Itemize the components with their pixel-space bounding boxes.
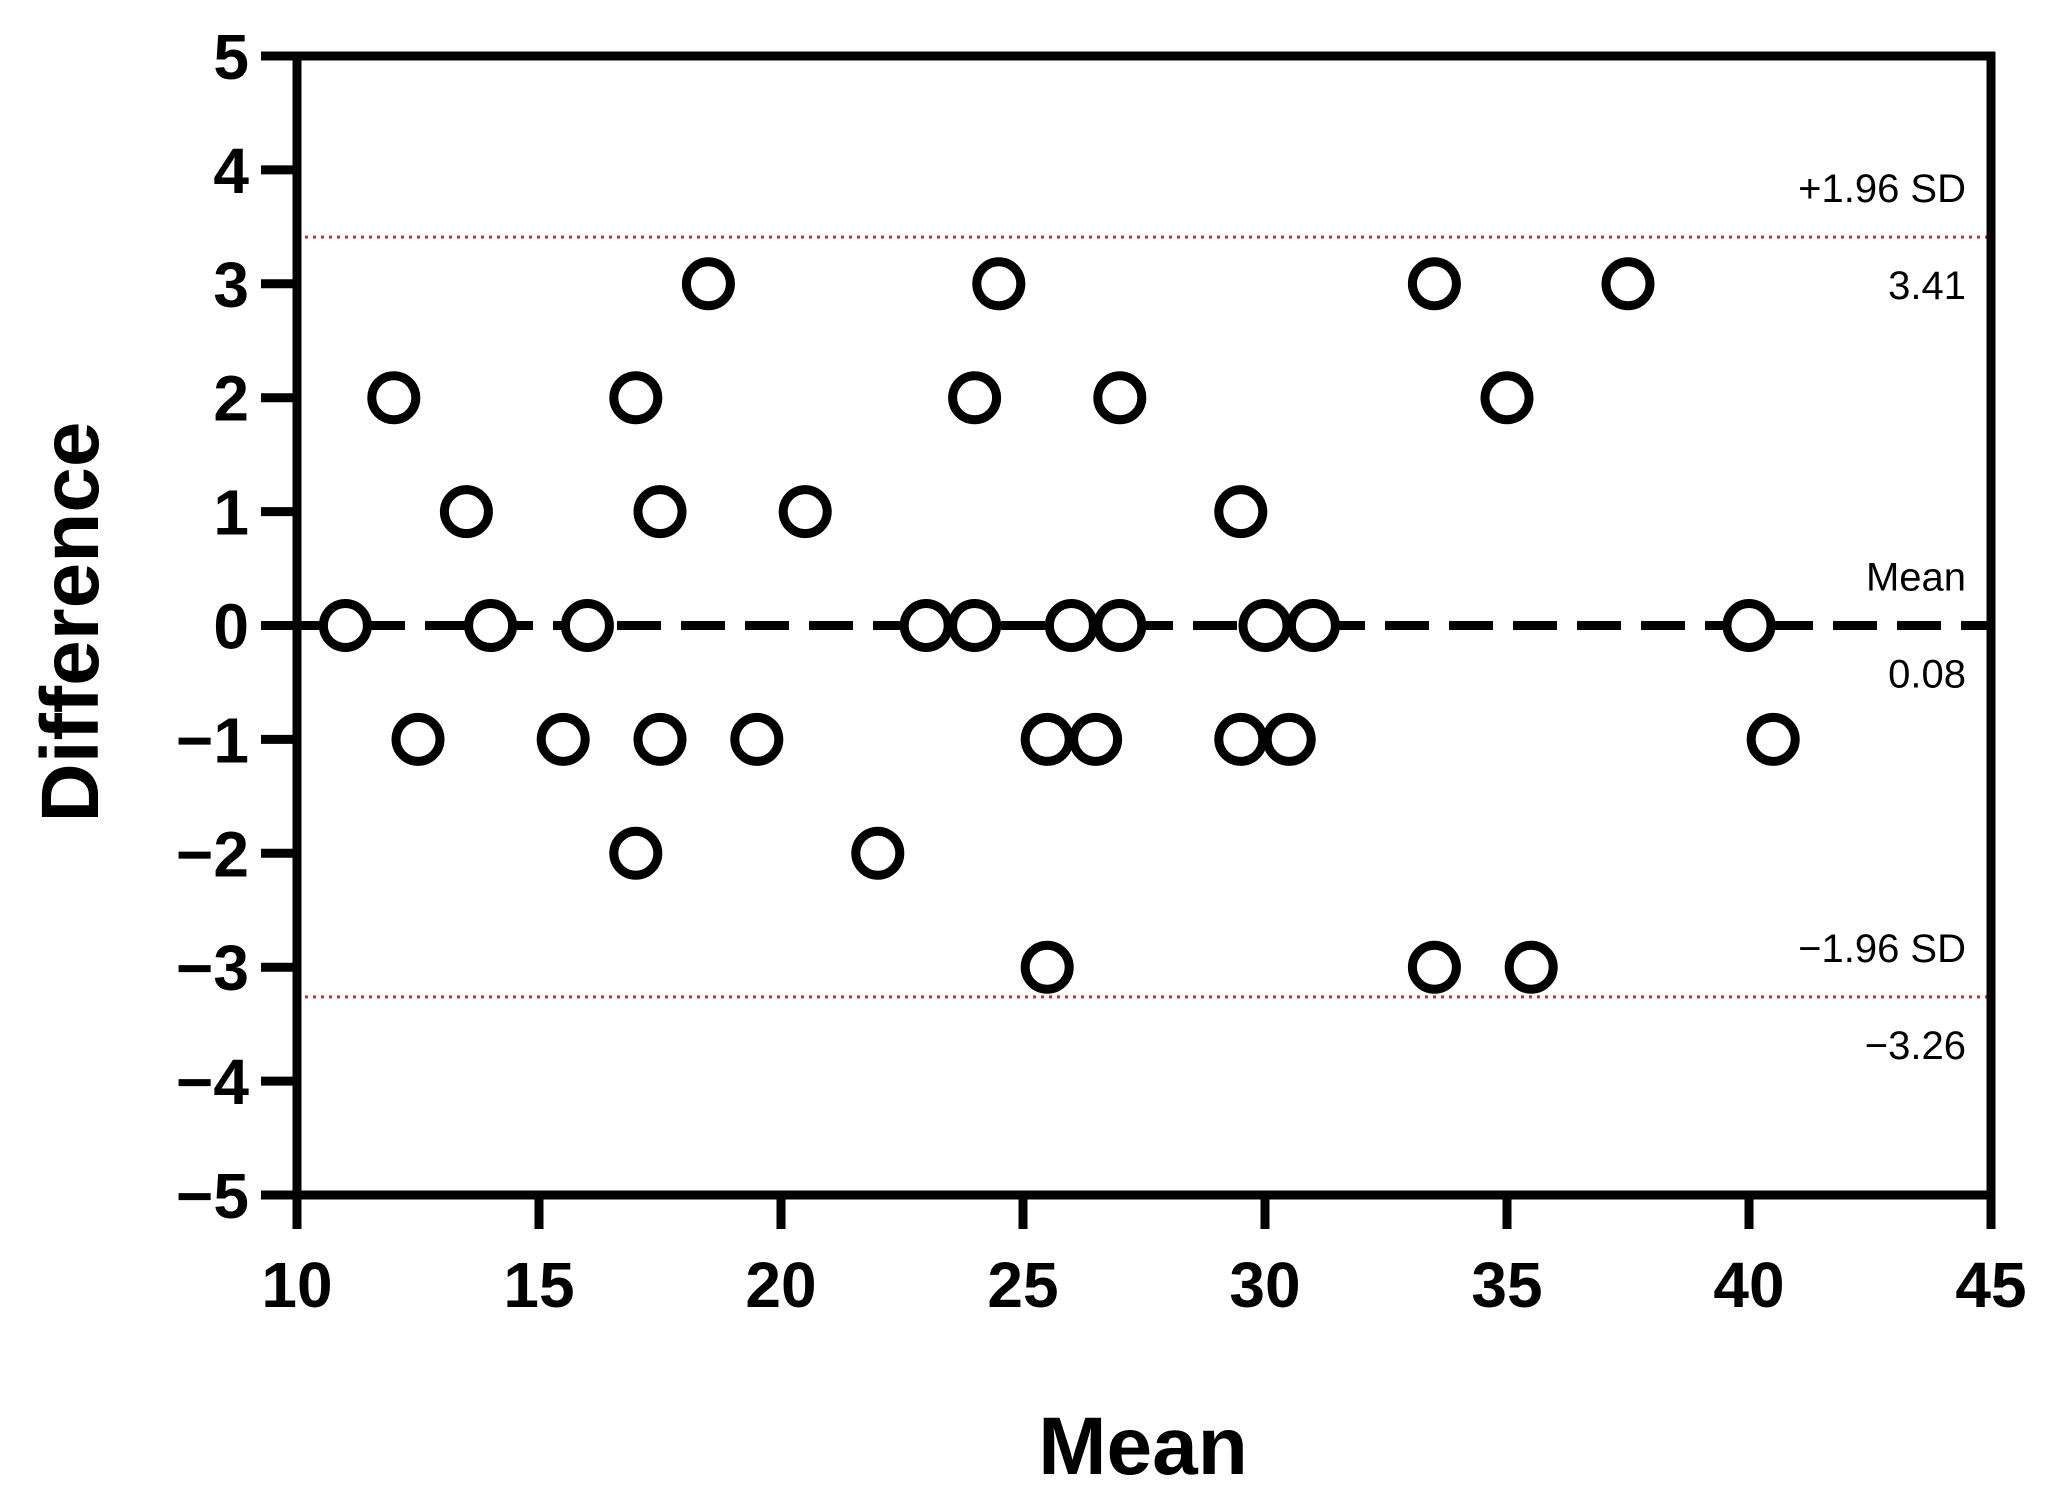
data-point <box>1407 257 1461 311</box>
y-tick-label: −4 <box>176 1046 249 1118</box>
x-tick-label: 30 <box>1229 1249 1300 1321</box>
data-point <box>948 371 1002 425</box>
data-point <box>464 599 518 652</box>
data-point <box>730 712 784 766</box>
data-point <box>1093 371 1147 425</box>
data-point <box>609 826 663 880</box>
x-tick-label: 40 <box>1713 1249 1784 1321</box>
x-tick-label: 25 <box>987 1249 1058 1321</box>
y-tick-label: 0 <box>213 591 249 663</box>
data-point <box>318 599 372 652</box>
data-point <box>1020 940 1074 994</box>
x-axis-ticks: 10 15 20 25 30 35 40 45 <box>261 1195 2027 1321</box>
data-point <box>1044 599 1098 652</box>
x-tick-label: 20 <box>745 1249 816 1321</box>
data-point <box>851 826 905 880</box>
ref-line-label: Mean <box>1866 556 1966 600</box>
data-point <box>1407 940 1461 994</box>
data-point <box>972 257 1026 311</box>
data-point <box>1722 599 1776 652</box>
data-point <box>1214 485 1268 539</box>
data-point <box>1601 257 1655 311</box>
y-tick-label: −3 <box>176 932 249 1004</box>
y-tick-label: 5 <box>213 21 249 93</box>
ref-line-label: +1.96 SD <box>1798 167 1966 211</box>
ref-line-label: −1.96 SD <box>1798 927 1966 971</box>
data-point <box>778 485 832 539</box>
data-point <box>1214 712 1268 766</box>
data-point <box>536 712 590 766</box>
x-axis-title: Mean <box>1038 1401 1248 1492</box>
data-point <box>633 485 687 539</box>
ref-line-value: −3.26 <box>1865 1024 1966 1068</box>
data-point <box>391 712 445 766</box>
x-tick-label: 45 <box>1955 1249 2026 1321</box>
data-point <box>681 257 735 311</box>
x-tick-label: 15 <box>503 1249 574 1321</box>
data-point <box>1020 712 1074 766</box>
x-tick-label: 10 <box>261 1249 332 1321</box>
y-tick-label: 3 <box>213 249 249 321</box>
data-point <box>948 599 1002 652</box>
data-point <box>609 371 663 425</box>
y-tick-label: −5 <box>176 1160 249 1232</box>
ref-line-value: 3.41 <box>1888 264 1966 308</box>
data-point <box>899 599 953 652</box>
data-point <box>1480 371 1534 425</box>
data-point <box>1262 712 1316 766</box>
data-point <box>633 712 687 766</box>
y-tick-label: 1 <box>213 477 249 549</box>
ref-line-value: 0.08 <box>1888 653 1966 697</box>
data-point <box>1746 712 1800 766</box>
reference-line-labels: +1.96 SD 3.41 Mean 0.08 −1.96 SD −3.26 <box>1798 167 1966 1068</box>
y-tick-label: 4 <box>213 135 249 207</box>
y-axis-ticks: 5 4 3 2 1 0 −1 −2 −3 −4 −5 <box>176 21 297 1232</box>
data-point <box>1093 599 1147 652</box>
data-point <box>1238 599 1292 652</box>
data-points <box>318 257 1800 994</box>
y-tick-label: 2 <box>213 363 249 435</box>
y-tick-label: −1 <box>176 704 249 776</box>
y-axis-title: Difference <box>25 421 116 822</box>
data-point <box>560 599 614 652</box>
data-point <box>1069 712 1123 766</box>
data-point <box>367 371 421 425</box>
data-point <box>1286 599 1340 652</box>
x-tick-label: 35 <box>1471 1249 1542 1321</box>
data-point <box>439 485 493 539</box>
data-point <box>1504 940 1558 994</box>
y-tick-label: −2 <box>176 818 249 890</box>
